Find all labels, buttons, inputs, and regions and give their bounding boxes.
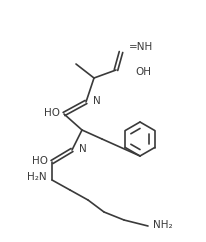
- Text: =NH: =NH: [128, 42, 152, 52]
- Text: OH: OH: [134, 67, 150, 77]
- Text: N: N: [79, 144, 86, 154]
- Text: HO: HO: [32, 156, 48, 166]
- Text: N: N: [92, 96, 100, 106]
- Text: H₂N: H₂N: [27, 172, 47, 182]
- Text: NH₂: NH₂: [152, 220, 172, 230]
- Text: HO: HO: [44, 108, 60, 118]
